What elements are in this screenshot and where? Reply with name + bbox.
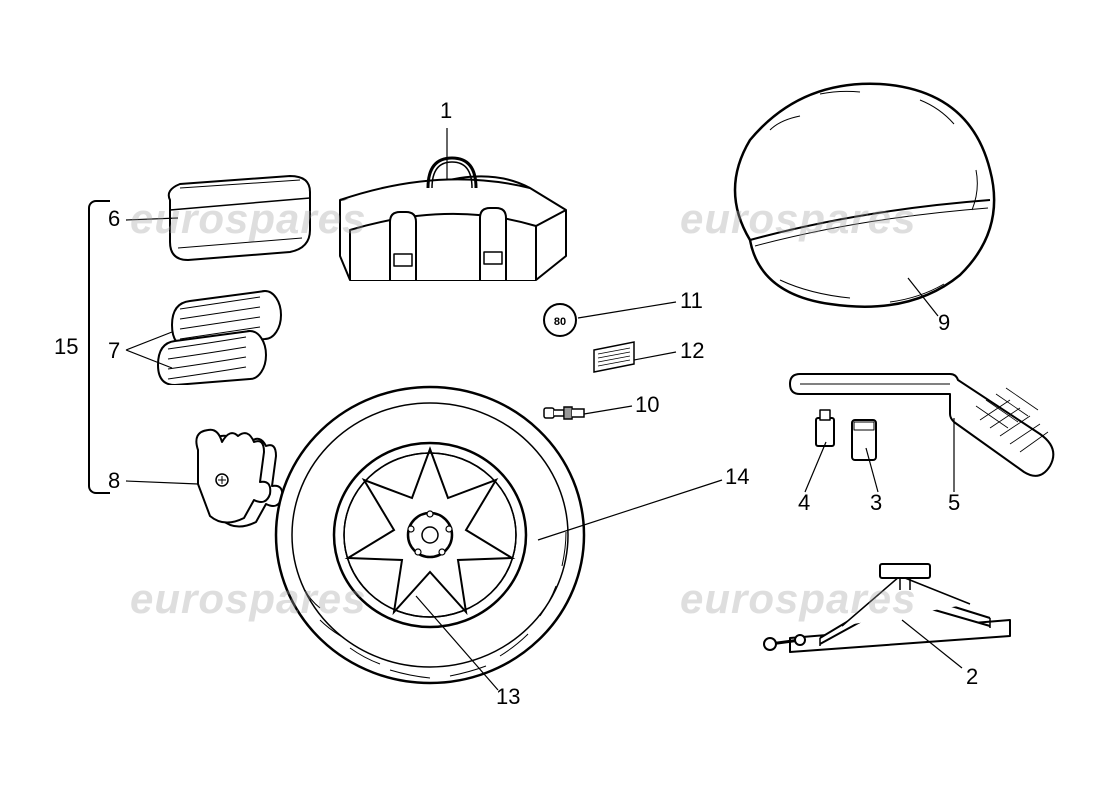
wheel-cover-drawing (710, 70, 1010, 320)
warning-label-drawing (590, 338, 640, 378)
callout-12: 12 (680, 338, 704, 364)
wrench-set-drawing (780, 370, 1070, 490)
sticker-80-drawing: 80 (540, 300, 580, 340)
callout-13: 13 (496, 684, 520, 710)
sticker-80-text: 80 (554, 316, 566, 328)
callout-4: 4 (798, 490, 810, 516)
callout-9: 9 (938, 310, 950, 336)
callout-6: 6 (108, 206, 120, 232)
callout-11: 11 (680, 288, 703, 314)
callout-14: 14 (725, 464, 749, 490)
callout-15: 15 (54, 334, 78, 360)
callout-5: 5 (948, 490, 960, 516)
callout-1: 1 (440, 98, 452, 124)
callout-10: 10 (635, 392, 659, 418)
kit-brace (88, 200, 110, 494)
tool-rolls-drawing (150, 285, 300, 385)
callout-3: 3 (870, 490, 882, 516)
jack-drawing (760, 540, 1030, 660)
pouch-drawing (160, 170, 320, 265)
spare-wheel-drawing (270, 380, 590, 690)
toolbag-drawing (320, 130, 580, 290)
callout-2: 2 (966, 664, 978, 690)
callout-8: 8 (108, 468, 120, 494)
callout-7: 7 (108, 338, 120, 364)
